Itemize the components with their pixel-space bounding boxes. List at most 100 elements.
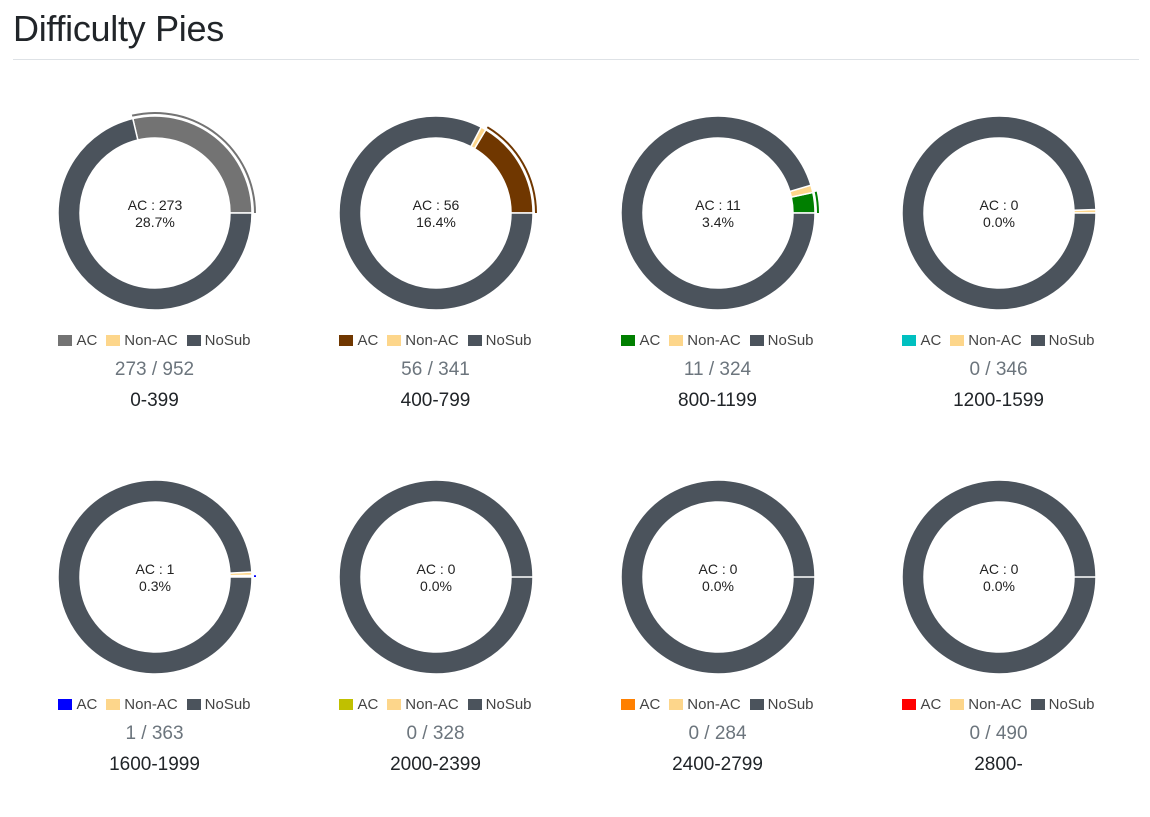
legend-item[interactable]: AC [902, 332, 941, 349]
slice-nosub[interactable] [56, 117, 253, 311]
pie-card: AC : 273 28.7% AC Non-AC NoSub 273 / 952 0-399 [14, 108, 295, 412]
legend-item[interactable]: Non-AC [669, 695, 741, 713]
donut-chart[interactable]: AC : 00.0% [894, 108, 1104, 318]
donut-chart[interactable]: AC : 10.3% [50, 472, 260, 682]
legend-label: AC [357, 331, 379, 349]
legend-item[interactable]: Non-AC [106, 331, 178, 349]
legend-swatch [950, 334, 965, 346]
legend-swatch [950, 698, 965, 710]
legend-swatch [749, 334, 764, 346]
center-label: AC : 0 [979, 197, 1018, 213]
legend-swatch [669, 698, 684, 710]
legend-item[interactable]: Non-AC [106, 695, 178, 713]
pie-card: AC : 0 0.0% AC Non-AC NoSub 0 / 328 2000-2399 [295, 472, 576, 776]
slice-nosub[interactable] [900, 115, 1097, 311]
legend-swatch [749, 698, 764, 710]
slice-nosub[interactable] [900, 479, 1097, 675]
slice-nosub[interactable] [337, 479, 534, 675]
difficulty-range: 2800- [974, 754, 1023, 775]
difficulty-range: 1200-1599 [953, 390, 1044, 411]
slice-ac[interactable] [472, 128, 534, 214]
slice-ac-highlight [486, 126, 537, 213]
legend-item[interactable]: NoSub [467, 695, 532, 713]
legend-item[interactable]: AC [339, 332, 378, 349]
legend-item[interactable]: AC [58, 696, 97, 713]
slice-nosub[interactable] [619, 115, 816, 311]
pie-card: AC : 0 0.0% AC Non-AC NoSub 0 / 490 2800- [858, 472, 1139, 776]
center-percent: 0.0% [702, 578, 734, 594]
donut-chart[interactable]: AC : 113.4% [613, 108, 823, 318]
legend-item[interactable]: AC [58, 332, 97, 349]
legend-item[interactable]: Non-AC [950, 332, 1022, 349]
legend-item[interactable]: NoSub [749, 696, 814, 713]
center-percent: 0.3% [139, 578, 171, 594]
legend-swatch [1030, 698, 1045, 710]
slice-nosub[interactable] [337, 115, 534, 311]
legend-item[interactable]: Non-AC [669, 332, 741, 349]
legend-item[interactable]: NoSub [186, 695, 251, 713]
legend-label: NoSub [204, 695, 251, 713]
legend-item[interactable]: NoSub [467, 332, 532, 349]
center-label: AC : 56 [412, 197, 459, 213]
center-label: AC : 0 [698, 561, 737, 577]
legend-item[interactable]: Non-AC [387, 695, 459, 713]
legend-swatch [339, 334, 354, 346]
legend-label: NoSub [485, 695, 532, 713]
difficulty-range: 2000-2399 [390, 754, 481, 775]
legend-label: AC [920, 331, 942, 349]
donut-chart[interactable]: AC : 00.0% [894, 472, 1104, 682]
legend-label: AC [76, 695, 98, 713]
legend: AC Non-AC NoSub [577, 331, 858, 349]
legend-swatch [902, 698, 917, 710]
solved-fraction: 0 / 284 [688, 723, 747, 744]
legend-label: Non-AC [687, 695, 741, 713]
legend-label: AC [357, 695, 379, 713]
legend-label: Non-AC [968, 695, 1022, 713]
legend-item[interactable]: NoSub [1030, 331, 1095, 349]
legend-item[interactable]: Non-AC [950, 695, 1022, 713]
legend: AC Non-AC NoSub [577, 695, 858, 713]
legend: AC Non-AC NoSub [14, 331, 295, 349]
slice-nosub[interactable] [619, 479, 816, 675]
donut-chart[interactable]: AC : 00.0% [331, 472, 541, 682]
solved-fraction: 56 / 341 [401, 359, 470, 380]
pie-card: AC : 11 3.4% AC Non-AC NoSub 11 / 324 800-1199 [577, 108, 858, 412]
legend-swatch [621, 334, 636, 346]
legend-label: NoSub [204, 331, 251, 349]
center-percent: 0.0% [420, 578, 452, 594]
legend-label: Non-AC [405, 695, 459, 713]
legend-label: NoSub [767, 331, 814, 349]
legend-item[interactable]: AC [621, 696, 660, 713]
pie-card: AC : 56 16.4% AC Non-AC NoSub 56 / 341 400-799 [295, 108, 576, 412]
legend-swatch [387, 334, 402, 346]
pie-card: AC : 0 0.0% AC Non-AC NoSub 0 / 346 1200-1599 [858, 108, 1139, 412]
legend-item[interactable]: AC [339, 696, 378, 713]
legend-item[interactable]: NoSub [1030, 695, 1095, 713]
difficulty-range: 400-799 [400, 390, 471, 411]
center-percent: 0.0% [983, 214, 1015, 230]
legend-label: AC [76, 331, 98, 349]
legend-label: Non-AC [124, 331, 178, 349]
legend-item[interactable]: Non-AC [387, 331, 459, 349]
legend-label: Non-AC [124, 695, 178, 713]
legend-item[interactable]: AC [902, 696, 941, 713]
legend-item[interactable]: NoSub [749, 331, 814, 349]
legend: AC Non-AC NoSub [295, 695, 576, 713]
legend-swatch [467, 698, 482, 710]
legend-item[interactable]: NoSub [186, 331, 251, 349]
center-percent: 3.4% [702, 214, 734, 230]
legend-item[interactable]: AC [621, 332, 660, 349]
legend-swatch [1030, 334, 1045, 346]
legend-label: Non-AC [405, 331, 459, 349]
legend-swatch [186, 334, 201, 346]
legend-label: NoSub [1048, 331, 1095, 349]
legend-label: NoSub [1048, 695, 1095, 713]
slice-nosub[interactable] [56, 479, 253, 675]
solved-fraction: 0 / 490 [969, 723, 1028, 744]
donut-chart[interactable]: AC : 00.0% [613, 472, 823, 682]
solved-fraction: 0 / 328 [406, 723, 465, 744]
pie-card: AC : 0 0.0% AC Non-AC NoSub 0 / 284 2400-2799 [577, 472, 858, 776]
slice-ac-highlight [253, 575, 256, 577]
